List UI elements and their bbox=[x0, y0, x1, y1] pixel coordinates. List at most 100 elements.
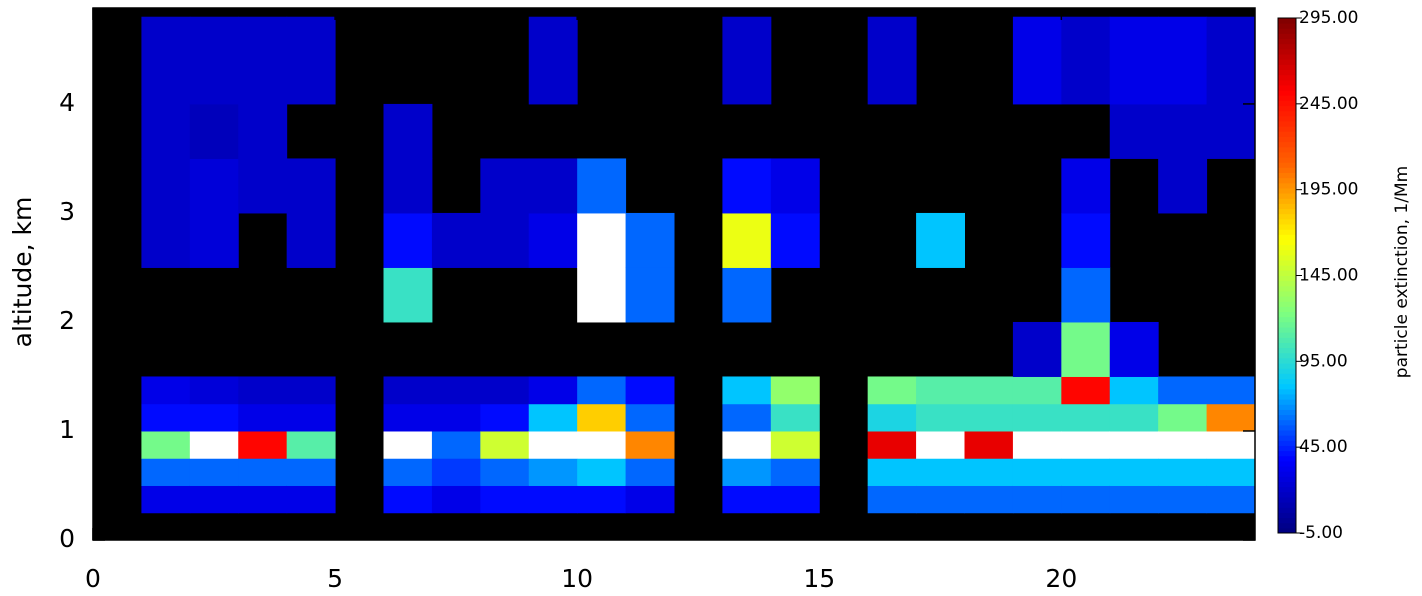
heat-cell bbox=[1061, 403, 1111, 432]
heat-cell bbox=[480, 485, 530, 514]
colorbar-tick-label: 295.00 bbox=[1299, 8, 1358, 28]
heat-cell bbox=[189, 376, 239, 405]
heat-cell bbox=[1206, 376, 1256, 405]
colorbar-segment bbox=[1278, 368, 1296, 374]
heat-cell bbox=[625, 267, 675, 323]
heat-cell bbox=[1158, 430, 1208, 459]
heat-cell bbox=[1061, 430, 1111, 459]
heat-cell bbox=[1158, 485, 1208, 514]
x-tick-label: 20 bbox=[1045, 564, 1077, 593]
colorbar-segment bbox=[1278, 347, 1296, 354]
colorbar-segment bbox=[1278, 239, 1296, 246]
colorbar-segment bbox=[1278, 105, 1296, 112]
heat-cell bbox=[141, 376, 191, 405]
heat-cell bbox=[141, 458, 191, 486]
colorbar-segment bbox=[1278, 440, 1296, 446]
heat-cell bbox=[383, 403, 433, 432]
heat-cell bbox=[431, 485, 481, 514]
heat-cell bbox=[577, 403, 627, 432]
heat-cell bbox=[431, 458, 481, 486]
heat-cell bbox=[1109, 103, 1159, 159]
colorbar-segment bbox=[1278, 69, 1296, 76]
heat-cell bbox=[431, 376, 481, 405]
colorbar-segment bbox=[1278, 486, 1296, 493]
colorbar-segment bbox=[1278, 198, 1296, 204]
colorbar-segment bbox=[1278, 54, 1296, 60]
colorbar-segment bbox=[1278, 337, 1296, 343]
colorbar-segment bbox=[1278, 218, 1296, 225]
heat-cell bbox=[286, 158, 336, 214]
heat-cell bbox=[528, 485, 578, 514]
heat-cell bbox=[431, 212, 481, 268]
colorbar-segment bbox=[1278, 74, 1296, 81]
heat-cell bbox=[286, 403, 336, 432]
heat-cell bbox=[770, 485, 820, 514]
heat-cell bbox=[189, 430, 239, 459]
colorbar-segment bbox=[1278, 64, 1296, 70]
heat-cell bbox=[867, 16, 917, 105]
heat-cell bbox=[528, 376, 578, 405]
colorbar-segment bbox=[1278, 275, 1296, 282]
heat-cell bbox=[528, 16, 578, 105]
heat-cell bbox=[141, 485, 191, 514]
heat-cell bbox=[286, 458, 336, 486]
colorbar-segment bbox=[1278, 404, 1296, 410]
heat-cell bbox=[916, 430, 965, 459]
heat-cell bbox=[722, 430, 772, 459]
heat-cell bbox=[1158, 103, 1208, 159]
heat-cell bbox=[1158, 158, 1208, 214]
heat-cell bbox=[141, 103, 191, 159]
heat-cell bbox=[625, 458, 675, 486]
heat-cell bbox=[383, 430, 433, 459]
heat-cell bbox=[722, 485, 772, 514]
heat-cell bbox=[867, 485, 917, 514]
colorbar-segment bbox=[1278, 430, 1296, 436]
colorbar-segment bbox=[1278, 213, 1296, 220]
colorbar-segment bbox=[1278, 249, 1296, 256]
heat-cell bbox=[238, 376, 288, 405]
colorbar-segment bbox=[1278, 254, 1296, 261]
colorbar-tick-label: 95.00 bbox=[1299, 351, 1348, 371]
colorbar-segment bbox=[1278, 265, 1296, 271]
heat-cell bbox=[625, 403, 675, 432]
y-tick-label: 2 bbox=[59, 306, 75, 335]
colorbar-segment bbox=[1278, 502, 1296, 508]
heat-cell bbox=[577, 212, 627, 268]
heat-cell bbox=[770, 158, 820, 214]
colorbar-segment bbox=[1278, 471, 1296, 477]
heat-cell bbox=[1109, 321, 1159, 377]
colorbar-segment bbox=[1278, 399, 1296, 405]
heat-cell bbox=[916, 403, 965, 432]
colorbar-segment bbox=[1278, 193, 1296, 199]
heat-cell bbox=[916, 212, 965, 268]
heat-cell bbox=[1061, 267, 1111, 323]
heat-cell bbox=[431, 403, 481, 432]
heat-cell bbox=[383, 103, 433, 159]
heat-cell bbox=[770, 376, 820, 405]
x-tick-label: 10 bbox=[561, 564, 593, 593]
colorbar-segment bbox=[1278, 100, 1296, 107]
heat-cell bbox=[1012, 430, 1062, 459]
heat-cell bbox=[383, 212, 433, 268]
heat-cell bbox=[577, 376, 627, 405]
colorbar-segment bbox=[1278, 476, 1296, 482]
colorbar-segment bbox=[1278, 187, 1296, 194]
colorbar-segment bbox=[1278, 522, 1296, 529]
x-tick-label: 0 bbox=[85, 564, 101, 593]
heat-cell bbox=[1061, 212, 1111, 268]
colorbar-segment bbox=[1278, 363, 1296, 369]
colorbar-segment bbox=[1278, 121, 1296, 127]
heat-cell bbox=[722, 16, 772, 105]
heat-cell bbox=[577, 458, 627, 486]
heat-cell bbox=[770, 430, 820, 459]
colorbar-segment bbox=[1278, 388, 1296, 395]
heat-cell bbox=[141, 16, 191, 105]
colorbar-segment bbox=[1278, 208, 1296, 215]
heat-cell bbox=[1109, 485, 1159, 514]
heat-cell bbox=[528, 458, 578, 486]
heat-cell bbox=[1109, 16, 1159, 105]
colorbar-segment bbox=[1278, 18, 1296, 24]
heat-cell bbox=[383, 485, 433, 514]
colorbar-segment bbox=[1278, 378, 1296, 385]
heat-cell bbox=[1206, 403, 1256, 432]
